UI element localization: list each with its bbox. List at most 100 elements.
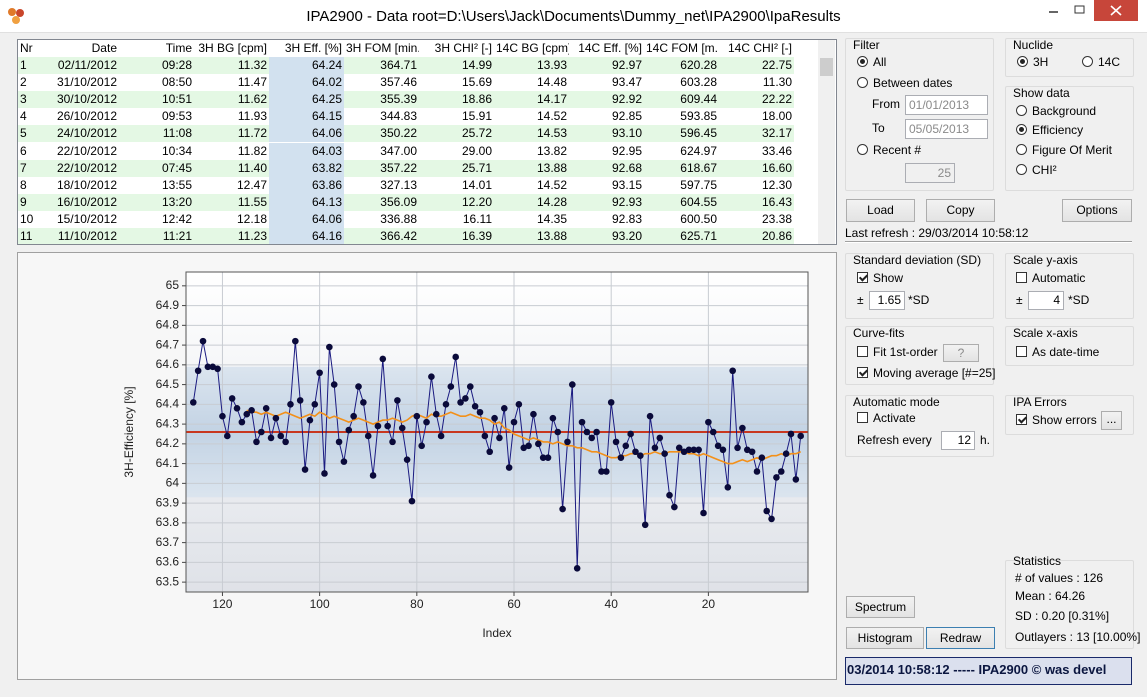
data-point	[627, 430, 634, 438]
column-header[interactable]: 3H CHI² [-]	[419, 40, 494, 57]
table-row[interactable]	[18, 108, 794, 126]
table-row[interactable]	[18, 142, 794, 160]
scrollbar[interactable]	[818, 40, 835, 244]
copy-button[interactable]: Copy	[926, 199, 995, 222]
y-tick-label: 63.8	[156, 515, 180, 529]
checkbox-show-sd[interactable]	[857, 272, 868, 283]
table-cell: 14.53	[536, 126, 567, 141]
data-point	[258, 428, 265, 436]
table-row[interactable]	[18, 57, 794, 75]
radio-background[interactable]	[1016, 105, 1027, 116]
date-to[interactable]: 05/05/2013	[905, 119, 988, 139]
radio-fom[interactable]	[1016, 144, 1027, 155]
table-cell: 620.28	[680, 58, 717, 72]
checkbox-date-time[interactable]	[1016, 346, 1027, 357]
y-tick-label: 64.2	[156, 436, 180, 450]
table-cell: 14.01	[461, 177, 492, 192]
data-point	[748, 448, 756, 456]
table-cell: 93.15	[611, 177, 642, 192]
group-label: Show data	[1013, 86, 1070, 100]
help-button[interactable]: ?	[943, 344, 979, 362]
table-cell: 14.52	[536, 109, 567, 124]
checkbox-activate[interactable]	[857, 412, 868, 423]
table-cell: 26/10/2012	[56, 109, 117, 124]
radio-recent[interactable]	[857, 144, 868, 155]
histogram-button[interactable]: Histogram	[846, 627, 924, 649]
window-controls[interactable]	[1040, 0, 1140, 22]
column-header[interactable]: Nr	[18, 40, 44, 57]
table-cell: 20.86	[761, 229, 792, 243]
table-cell: 600.50	[680, 211, 717, 226]
data-point	[525, 442, 532, 450]
table-row[interactable]	[18, 159, 794, 177]
table-cell: 3	[20, 92, 27, 107]
table-cell: 10:34	[161, 143, 192, 158]
data-point	[471, 403, 479, 410]
table-cell: 327.13	[380, 177, 417, 192]
data-point	[787, 430, 795, 438]
table-cell: 13.82	[536, 143, 567, 158]
column-header[interactable]: 3H BG [cpm]	[194, 40, 269, 57]
table-row[interactable]	[18, 125, 794, 143]
data-point	[219, 412, 226, 420]
column-header[interactable]: 3H Eff. [%]	[269, 40, 344, 57]
checkbox-label: Activate	[873, 411, 916, 425]
moving-average-line	[246, 409, 801, 465]
radio-efficiency[interactable]	[1016, 124, 1027, 135]
checkbox-label: Moving average [#=25]	[873, 366, 996, 380]
column-header[interactable]: Date	[44, 40, 119, 57]
data-point	[350, 412, 357, 420]
checkbox-automatic[interactable]	[1016, 272, 1027, 283]
table-row[interactable]	[18, 193, 794, 211]
column-header[interactable]: 3H FOM [min.]	[344, 40, 425, 57]
options-button[interactable]: Options	[1062, 199, 1132, 222]
recent-count[interactable]: 25	[905, 163, 955, 183]
column-header[interactable]: 14C Eff. [%]	[569, 40, 644, 57]
scale-y-factor[interactable]: 4	[1028, 291, 1064, 310]
column-header[interactable]: 14C CHI² [-]	[719, 40, 794, 57]
table-cell: 92.95	[611, 143, 642, 158]
date-from[interactable]: 01/01/2013	[905, 95, 988, 115]
checkbox-show-errors[interactable]	[1016, 414, 1027, 425]
group-label: Nuclide	[1013, 38, 1054, 52]
data-point	[777, 468, 785, 475]
scrollbar-thumb[interactable]	[820, 58, 833, 76]
table-row[interactable]	[18, 176, 794, 194]
data-point	[792, 476, 800, 483]
radio-all[interactable]	[857, 56, 868, 67]
label: *SD	[1068, 293, 1090, 307]
checkbox-moving[interactable]	[857, 367, 868, 378]
load-button[interactable]: Load	[846, 199, 915, 222]
group-label: Filter	[853, 38, 880, 52]
data-point	[758, 454, 766, 461]
spectrum-button[interactable]: Spectrum	[846, 596, 915, 618]
checkbox-fit[interactable]	[857, 346, 868, 357]
column-header[interactable]: 14C BG [cpm]	[494, 40, 572, 57]
group-label: Scale x-axis	[1013, 326, 1078, 340]
refresh-hours[interactable]: 12	[941, 431, 975, 450]
data-point	[437, 432, 445, 440]
table-row[interactable]	[18, 91, 794, 109]
status-text: 03/2014 10:58:12 ----- IPA2900 © was dev…	[847, 662, 1107, 677]
table-row[interactable]	[18, 228, 794, 244]
data-point	[651, 444, 659, 452]
data-line	[192, 341, 802, 569]
redraw-button[interactable]: Redraw	[926, 627, 995, 649]
sd-factor[interactable]: 1.65	[869, 291, 905, 310]
table-cell: 11:21	[162, 229, 192, 243]
data-point	[705, 418, 712, 426]
table-cell: 12.47	[236, 177, 267, 192]
more-button[interactable]: ...	[1101, 411, 1122, 430]
column-header[interactable]: Time	[119, 40, 194, 57]
radio-14c[interactable]	[1082, 56, 1093, 67]
radio-3h[interactable]	[1017, 56, 1028, 67]
table-row[interactable]	[18, 74, 794, 92]
column-header[interactable]: 14C FOM [m...	[644, 40, 725, 57]
data-table[interactable]: Nr Date Time 3H BG [cpm] 3H Eff. [%] 3H FOM […	[17, 39, 837, 245]
radio-chi[interactable]	[1016, 164, 1027, 175]
table-row[interactable]	[18, 210, 794, 228]
y-tick-label: 63.9	[156, 495, 180, 509]
data-point	[675, 444, 683, 452]
data-point	[418, 442, 425, 450]
radio-between[interactable]	[857, 77, 868, 88]
